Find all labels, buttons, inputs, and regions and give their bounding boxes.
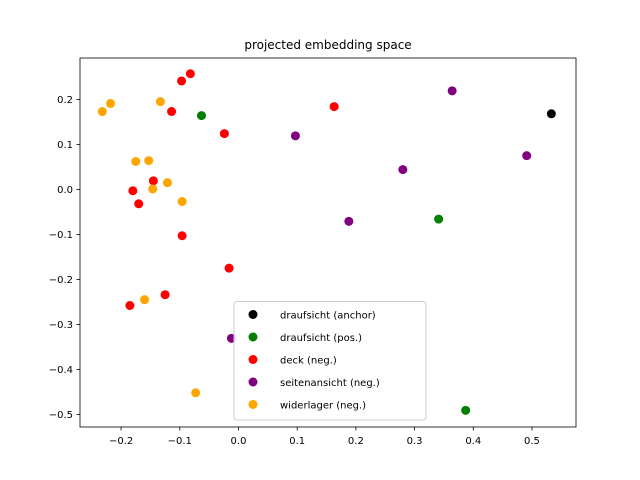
point-series-4-3 <box>131 157 141 166</box>
point-series-2-3 <box>329 102 339 112</box>
point-series-4-7 <box>177 197 187 207</box>
legend-label-2: deck (neg.) <box>280 356 337 367</box>
point-series-2-6 <box>148 176 158 186</box>
x-tick-label-5: 0.3 <box>407 436 423 447</box>
point-series-2-4 <box>219 129 229 139</box>
x-tick-label-2: 0.0 <box>231 436 247 447</box>
point-series-1-0 <box>197 111 207 121</box>
point-series-2-10 <box>125 301 135 310</box>
point-series-0-0 <box>546 109 556 119</box>
plot-frame <box>79 57 577 428</box>
chart-title: projected embedding space <box>244 38 411 52</box>
point-series-4-6 <box>148 184 158 194</box>
point-series-2-11 <box>160 290 170 300</box>
legend-marker-2 <box>248 355 258 364</box>
point-series-4-0 <box>97 107 107 117</box>
x-tick-label-1: −0.1 <box>168 436 192 447</box>
legend-label-3: seitenansicht (neg.) <box>280 378 380 389</box>
point-series-4-5 <box>162 178 172 188</box>
y-tick-label-5: 0.0 <box>57 185 73 196</box>
point-series-3-4 <box>344 216 354 226</box>
y-tick-label-1: −0.4 <box>49 365 73 376</box>
x-tick-label-6: 0.4 <box>465 436 481 447</box>
y-tick-label-4: −0.1 <box>49 230 73 241</box>
legend-marker-0 <box>248 310 258 319</box>
legend: draufsicht (anchor) draufsicht (pos.) deck… <box>233 301 427 421</box>
legend-label-1: draufsicht (pos.) <box>280 333 362 344</box>
x-tick-label-4: 0.2 <box>348 436 364 447</box>
point-series-2-0 <box>185 69 195 79</box>
legend-label-4: widerlager (neg.) <box>280 401 366 412</box>
x-tick-label-3: 0.1 <box>289 436 305 447</box>
point-series-2-8 <box>177 231 187 241</box>
point-series-2-7 <box>134 199 144 209</box>
y-tick-label-0: −0.5 <box>49 410 73 421</box>
point-series-2-1 <box>177 76 187 86</box>
point-series-3-2 <box>522 151 532 161</box>
point-series-3-0 <box>447 86 457 96</box>
point-series-4-2 <box>155 97 165 107</box>
point-series-2-5 <box>128 186 138 196</box>
legend-marker-1 <box>248 332 258 342</box>
point-series-4-1 <box>106 98 116 108</box>
point-series-1-1 <box>434 214 444 224</box>
y-tick-label-2: −0.3 <box>49 320 73 331</box>
y-tick-label-3: −0.2 <box>49 275 73 286</box>
point-series-2-9 <box>224 263 234 273</box>
legend-marker-4 <box>248 400 258 409</box>
x-axis-ticks: −0.2 −0.1 0.0 0.1 0.2 0.3 0.4 0.5 <box>109 427 540 447</box>
y-tick-label-6: 0.1 <box>57 140 73 151</box>
point-series-3-1 <box>290 131 300 141</box>
point-series-4-4 <box>144 156 154 166</box>
legend-marker-3 <box>248 377 258 387</box>
point-series-2-2 <box>167 107 177 117</box>
y-axis-ticks: −0.5 −0.4 −0.3 −0.2 −0.1 0.0 0.1 0.2 <box>49 95 80 421</box>
point-series-3-3 <box>398 165 408 175</box>
point-series-4-9 <box>191 388 201 398</box>
x-tick-label-0: −0.2 <box>109 436 133 447</box>
point-series-1-2 <box>461 405 471 415</box>
legend-label-0: draufsicht (anchor) <box>280 311 376 322</box>
x-tick-label-7: 0.5 <box>524 436 540 447</box>
y-tick-label-7: 0.2 <box>57 95 73 106</box>
legend-box <box>233 301 427 421</box>
point-series-4-8 <box>140 295 150 305</box>
